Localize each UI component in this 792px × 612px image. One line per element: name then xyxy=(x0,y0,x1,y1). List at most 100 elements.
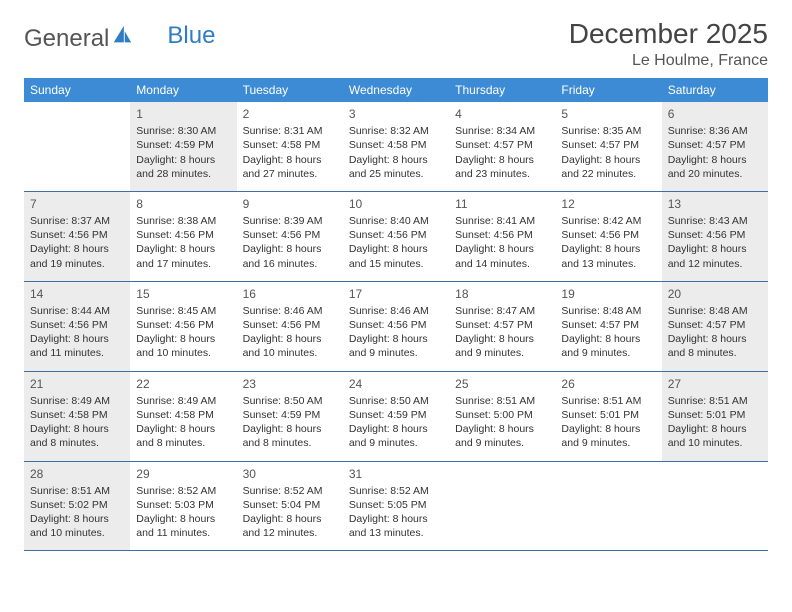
sunrise-text: Sunrise: 8:46 AM xyxy=(349,304,443,318)
day-cell: 22Sunrise: 8:49 AMSunset: 4:58 PMDayligh… xyxy=(130,372,236,461)
daylight-text: Daylight: 8 hours and 9 minutes. xyxy=(349,422,443,450)
daylight-text: Daylight: 8 hours and 15 minutes. xyxy=(349,242,443,270)
sunrise-text: Sunrise: 8:52 AM xyxy=(243,484,337,498)
daylight-text: Daylight: 8 hours and 16 minutes. xyxy=(243,242,337,270)
sunset-text: Sunset: 5:02 PM xyxy=(30,498,124,512)
week-row: 21Sunrise: 8:49 AMSunset: 4:58 PMDayligh… xyxy=(24,372,768,462)
day-cell: 11Sunrise: 8:41 AMSunset: 4:56 PMDayligh… xyxy=(449,192,555,281)
sunset-text: Sunset: 4:57 PM xyxy=(455,318,549,332)
logo-word-1: General xyxy=(24,25,109,53)
day-number: 6 xyxy=(668,106,762,122)
day-number: 24 xyxy=(349,376,443,392)
sunset-text: Sunset: 4:56 PM xyxy=(136,318,230,332)
day-cell: 24 Sunrise: 8:50 AMSunset: 4:59 PMDayligh… xyxy=(343,372,449,461)
sunset-text: Sunset: 4:57 PM xyxy=(668,318,762,332)
sunset-text: Sunset: 4:56 PM xyxy=(243,318,337,332)
daylight-text: Daylight: 8 hours and 9 minutes. xyxy=(455,332,549,360)
day-number: 29 xyxy=(136,466,230,482)
day-cell: 7Sunrise: 8:37 AMSunset: 4:56 PMDaylight… xyxy=(24,192,130,281)
day-cell: 4Sunrise: 8:34 AMSunset: 4:57 PMDaylight… xyxy=(449,102,555,191)
sunrise-text: Sunrise: 8:43 AM xyxy=(668,214,762,228)
sunset-text: Sunset: 4:58 PM xyxy=(349,138,443,152)
week-row: 28Sunrise: 8:51 AMSunset: 5:02 PMDayligh… xyxy=(24,462,768,552)
header: General Blue December 2025 Le Houlme, Fr… xyxy=(24,18,768,70)
day-cell: 10Sunrise: 8:40 AMSunset: 4:56 PMDayligh… xyxy=(343,192,449,281)
daylight-text: Daylight: 8 hours and 8 minutes. xyxy=(668,332,762,360)
sunset-text: Sunset: 5:05 PM xyxy=(349,498,443,512)
sunrise-text: Sunrise: 8:48 AM xyxy=(561,304,655,318)
weekday-header: Sunday xyxy=(24,78,130,102)
sunset-text: Sunset: 4:56 PM xyxy=(243,228,337,242)
sunrise-text: Sunrise: 8:50 AM xyxy=(243,394,337,408)
day-cell xyxy=(662,462,768,551)
sunrise-text: Sunrise: 8:39 AM xyxy=(243,214,337,228)
sunrise-text: Sunrise: 8:51 AM xyxy=(30,484,124,498)
sunset-text: Sunset: 5:04 PM xyxy=(243,498,337,512)
day-number: 8 xyxy=(136,196,230,212)
day-number: 26 xyxy=(561,376,655,392)
sunset-text: Sunset: 4:59 PM xyxy=(136,138,230,152)
daylight-text: Daylight: 8 hours and 8 minutes. xyxy=(30,422,124,450)
sunset-text: Sunset: 4:57 PM xyxy=(455,138,549,152)
sunset-text: Sunset: 4:58 PM xyxy=(136,408,230,422)
weekday-header-row: Sunday Monday Tuesday Wednesday Thursday… xyxy=(24,78,768,102)
sunrise-text: Sunrise: 8:49 AM xyxy=(30,394,124,408)
day-cell xyxy=(24,102,130,191)
daylight-text: Daylight: 8 hours and 17 minutes. xyxy=(136,242,230,270)
day-cell: 31Sunrise: 8:52 AMSunset: 5:05 PMDayligh… xyxy=(343,462,449,551)
sunset-text: Sunset: 4:56 PM xyxy=(561,228,655,242)
daylight-text: Daylight: 8 hours and 22 minutes. xyxy=(561,153,655,181)
day-cell: 23Sunrise: 8:50 AMSunset: 4:59 PMDayligh… xyxy=(237,372,343,461)
day-cell: 12Sunrise: 8:42 AMSunset: 4:56 PMDayligh… xyxy=(555,192,661,281)
sunset-text: Sunset: 4:56 PM xyxy=(136,228,230,242)
day-number: 14 xyxy=(30,286,124,302)
day-cell: 13Sunrise: 8:43 AMSunset: 4:56 PMDayligh… xyxy=(662,192,768,281)
day-number: 21 xyxy=(30,376,124,392)
sunrise-text: Sunrise: 8:42 AM xyxy=(561,214,655,228)
weekday-header: Friday xyxy=(555,78,661,102)
day-number: 12 xyxy=(561,196,655,212)
day-cell xyxy=(449,462,555,551)
sunrise-text: Sunrise: 8:44 AM xyxy=(30,304,124,318)
daylight-text: Daylight: 8 hours and 28 minutes. xyxy=(136,153,230,181)
day-number: 19 xyxy=(561,286,655,302)
weekday-header: Saturday xyxy=(662,78,768,102)
day-number: 9 xyxy=(243,196,337,212)
day-cell: 21 Sunrise: 8:49 AMSunset: 4:58 PMDayligh… xyxy=(24,372,130,461)
sunrise-text: Sunrise: 8:37 AM xyxy=(30,214,124,228)
logo-sail-icon xyxy=(111,24,133,53)
day-cell: 14Sunrise: 8:44 AMSunset: 4:56 PMDayligh… xyxy=(24,282,130,371)
day-cell: 25Sunrise: 8:51 AMSunset: 5:00 PMDayligh… xyxy=(449,372,555,461)
day-cell: 18Sunrise: 8:47 AMSunset: 4:57 PMDayligh… xyxy=(449,282,555,371)
day-number: 23 xyxy=(243,376,337,392)
daylight-text: Daylight: 8 hours and 10 minutes. xyxy=(668,422,762,450)
sunset-text: Sunset: 4:57 PM xyxy=(668,138,762,152)
day-cell: 15Sunrise: 8:45 AMSunset: 4:56 PMDayligh… xyxy=(130,282,236,371)
day-cell: 26Sunrise: 8:51 AMSunset: 5:01 PMDayligh… xyxy=(555,372,661,461)
sunrise-text: Sunrise: 8:35 AM xyxy=(561,124,655,138)
sunrise-text: Sunrise: 8:50 AM xyxy=(349,394,443,408)
day-number: 30 xyxy=(243,466,337,482)
daylight-text: Daylight: 8 hours and 20 minutes. xyxy=(668,153,762,181)
sunrise-text: Sunrise: 8:40 AM xyxy=(349,214,443,228)
day-cell: 3Sunrise: 8:32 AMSunset: 4:58 PMDaylight… xyxy=(343,102,449,191)
day-cell: 6Sunrise: 8:36 AMSunset: 4:57 PMDaylight… xyxy=(662,102,768,191)
sunset-text: Sunset: 4:59 PM xyxy=(349,408,443,422)
day-number: 5 xyxy=(561,106,655,122)
sunrise-text: Sunrise: 8:32 AM xyxy=(349,124,443,138)
logo: General Blue xyxy=(24,18,215,53)
sunrise-text: Sunrise: 8:34 AM xyxy=(455,124,549,138)
sunrise-text: Sunrise: 8:31 AM xyxy=(243,124,337,138)
day-number: 2 xyxy=(243,106,337,122)
day-cell: 2Sunrise: 8:31 AMSunset: 4:58 PMDaylight… xyxy=(237,102,343,191)
sunset-text: Sunset: 4:58 PM xyxy=(30,408,124,422)
day-cell: 5Sunrise: 8:35 AMSunset: 4:57 PMDaylight… xyxy=(555,102,661,191)
day-number: 16 xyxy=(243,286,337,302)
sunset-text: Sunset: 4:56 PM xyxy=(349,228,443,242)
sunset-text: Sunset: 4:56 PM xyxy=(668,228,762,242)
day-number: 11 xyxy=(455,196,549,212)
day-number: 13 xyxy=(668,196,762,212)
sunrise-text: Sunrise: 8:51 AM xyxy=(668,394,762,408)
day-number: 17 xyxy=(349,286,443,302)
weekday-header: Wednesday xyxy=(343,78,449,102)
